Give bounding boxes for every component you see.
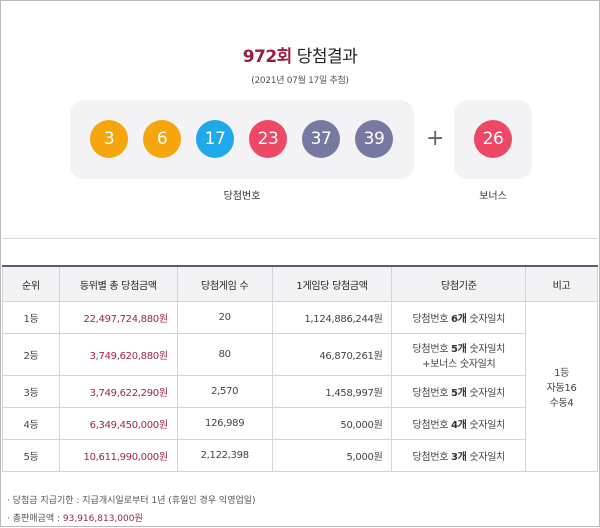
payment-deadline-text: 당첨금 지급기한 : 지급개시일로부터 1년 (휴일인 경우 익영업일)	[12, 496, 256, 506]
games-cell: 80	[176, 333, 273, 376]
total-sales-note: · 총판매금액 : 93,916,813,000원	[7, 514, 143, 524]
total-amount-cell: 3,749,620,880원	[58, 333, 178, 376]
total-amount-cell: 3,749,622,290원	[58, 375, 178, 408]
criteria-count: 5개	[451, 388, 467, 399]
rank-cell: 1등	[2, 301, 60, 334]
draw-date: (2021년 07월 17일 추첨)	[251, 76, 349, 86]
per-game-cell: 5,000원	[271, 439, 393, 472]
ball-1: 3	[90, 120, 128, 158]
per-game-cell: 50,000원	[271, 407, 393, 440]
criteria-cell: 당첨번호 5개 숫자일치 +보너스 숫자일치	[391, 333, 527, 376]
ball-3: 17	[196, 120, 234, 158]
rank-cell: 3등	[2, 375, 60, 408]
table-header-row: 순위 등위별 총 당첨금액 당첨게임 수 1게임당 당첨금액 당첨기준 비고	[2, 265, 598, 302]
remark-line: 자동16	[546, 383, 577, 394]
col-header-criteria: 당첨기준	[391, 265, 527, 302]
total-sales-label: 총판매금액 :	[12, 514, 63, 524]
criteria-cell: 당첨번호 6개 숫자일치	[391, 301, 527, 334]
criteria-cell: 당첨번호 4개 숫자일치	[391, 407, 527, 440]
criteria-pre: 당첨번호	[412, 343, 452, 355]
col-header-total: 등위별 총 당첨금액	[58, 265, 178, 302]
criteria-cell: 당첨번호 5개 숫자일치	[391, 375, 527, 408]
col-header-games: 당첨게임 수	[176, 265, 273, 302]
criteria-cell: 당첨번호 3개 숫자일치	[391, 439, 527, 472]
per-game-cell: 1,124,886,244원	[271, 301, 393, 334]
table-row: 5등 10,611,990,000원 2,122,398 5,000원 당첨번호…	[2, 439, 598, 472]
col-header-remarks: 비고	[525, 265, 598, 302]
criteria-count: 4개	[451, 420, 467, 431]
criteria-count: 5개	[451, 343, 467, 355]
plus-sign: +	[426, 126, 445, 151]
criteria-pre: 당첨번호	[412, 420, 452, 431]
criteria-count: 3개	[451, 452, 467, 463]
remarks-cell: 1등 자동16 수동4	[525, 301, 598, 472]
round-number: 972회	[242, 47, 293, 67]
criteria-post: 숫자일치	[466, 343, 506, 355]
criteria-post: 숫자일치	[466, 452, 506, 463]
criteria-post: 숫자일치	[466, 388, 506, 399]
games-cell: 20	[176, 301, 273, 334]
bonus-ball: 26	[474, 120, 512, 158]
games-cell: 2,570	[176, 375, 273, 408]
ball-6: 39	[355, 120, 393, 158]
per-game-cell: 46,870,261원	[271, 333, 393, 376]
payment-deadline-note: · 당첨금 지급기한 : 지급개시일로부터 1년 (휴일인 경우 익영업일)	[7, 496, 256, 506]
games-cell: 126,989	[176, 407, 273, 440]
total-amount-cell: 10,611,990,000원	[58, 439, 178, 472]
table-row: 1등 22,497,724,880원 20 1,124,886,244원 당첨번…	[2, 301, 598, 472]
criteria-pre: 당첨번호	[412, 314, 452, 325]
per-game-cell: 1,458,997원	[271, 375, 393, 408]
table-row: 2등 3,749,620,880원 80 46,870,261원 당첨번호 5개…	[2, 333, 598, 376]
criteria-count: 6개	[451, 314, 467, 325]
criteria-post: 숫자일치	[466, 314, 506, 325]
criteria-post: 숫자일치	[466, 420, 506, 431]
bonus-caption: 보너스	[479, 191, 507, 202]
page-title: 972회 당첨결과	[2, 42, 598, 67]
table-row: 4등 6,349,450,000원 126,989 50,000원 당첨번호 4…	[2, 407, 598, 440]
criteria-pre: 당첨번호	[412, 388, 452, 399]
winning-numbers-panel: 3 6 17 23 37 39	[70, 100, 414, 179]
games-cell: 2,122,398	[176, 439, 273, 472]
total-amount-cell: 6,349,450,000원	[58, 407, 178, 440]
remark-line: 수동4	[549, 398, 574, 409]
ball-5: 37	[302, 120, 340, 158]
table-row: 3등 3,749,622,290원 2,570 1,458,997원 당첨번호 …	[2, 375, 598, 408]
remark-line: 1등	[554, 368, 570, 379]
col-header-per-game: 1게임당 당첨금액	[271, 265, 393, 302]
rank-cell: 2등	[2, 333, 60, 376]
result-header-section: 972회 당첨결과 (2021년 07월 17일 추첨) 3 6 17 23 3…	[2, 2, 598, 239]
bonus-number-panel: 26	[454, 100, 532, 179]
title-text: 당첨결과	[296, 47, 358, 67]
prize-table: 순위 등위별 총 당첨금액 당첨게임 수 1게임당 당첨금액 당첨기준 비고 1…	[2, 265, 598, 472]
notes-section: · 당첨금 지급기한 : 지급개시일로부터 1년 (휴일인 경우 익영업일) ·…	[7, 492, 256, 528]
criteria-pre: 당첨번호	[412, 452, 452, 463]
rank-cell: 4등	[2, 407, 60, 440]
total-amount-cell: 22,497,724,880원	[58, 301, 178, 334]
total-sales-value: 93,916,813,000원	[62, 514, 143, 524]
winning-numbers-caption: 당첨번호	[223, 191, 261, 202]
criteria-line2: +보너스 숫자일치	[422, 358, 496, 370]
ball-4: 23	[249, 120, 287, 158]
col-header-rank: 순위	[2, 265, 60, 302]
rank-cell: 5등	[2, 439, 60, 472]
ball-2: 6	[143, 120, 181, 158]
